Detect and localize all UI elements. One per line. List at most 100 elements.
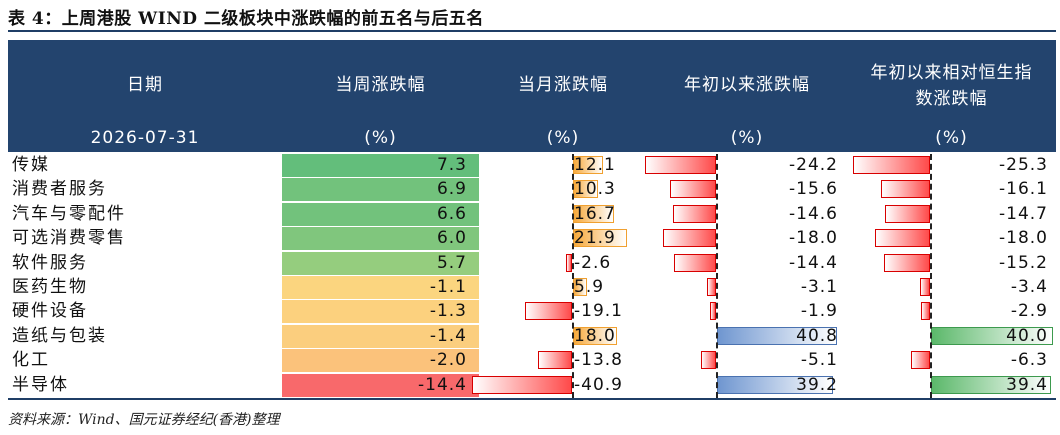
title-rule — [8, 30, 1056, 32]
header-month-unit: (%) — [546, 128, 580, 148]
week-change-value: 5.7 — [436, 252, 467, 273]
month-change-bar — [538, 351, 572, 370]
source-note: 资料来源：Wind、国元证券经纪(香港)整理 — [8, 412, 280, 428]
ytd-change-bar — [669, 180, 716, 199]
table-row: 软件服务 5.7 -2.6 -14.4 -15.2 — [8, 251, 1056, 275]
table-row: 医药生物 -1.1 5.9 -3.1 -3.4 — [8, 276, 1056, 299]
sector-name: 消费者服务 — [12, 179, 107, 200]
sector-name: 可选消费零售 — [12, 228, 126, 249]
rel-change-bar — [880, 180, 930, 199]
table-row: 汽车与零配件 6.6 16.7 -14.6 -14.7 — [8, 202, 1056, 226]
ytd-change-bar — [672, 204, 716, 223]
week-change-cell: -1.3 — [282, 300, 479, 324]
sector-name: 软件服务 — [12, 252, 88, 273]
header-date: 2026-07-31 — [90, 128, 200, 148]
rel-change-bar — [875, 229, 930, 248]
month-change-value: -40.9 — [574, 374, 623, 395]
week-change-value: -1.4 — [429, 325, 467, 346]
week-change-cell: -2.0 — [282, 349, 479, 373]
rel-change-value: -2.9 — [1010, 301, 1048, 322]
ytd-zero-axis — [716, 154, 718, 398]
table-row: 半导体 -14.4 -40.9 39.2 39.4 — [8, 373, 1056, 397]
month-change-value: 5.9 — [574, 277, 605, 297]
table-title: 表 4：上周港股 WIND 二级板块中涨跌幅的前五名与后五名 — [8, 9, 484, 29]
month-change-value: 16.7 — [574, 203, 616, 224]
week-change-cell: -14.4 — [282, 373, 479, 397]
table-header: 日期 当周涨跌幅 当月涨跌幅 年初以来涨跌幅 年初以来相对恒生指 数涨跌幅 20… — [8, 40, 1056, 152]
table-row: 消费者服务 6.9 10.3 -15.6 -16.1 — [8, 178, 1056, 202]
month-change-bar — [565, 253, 572, 272]
rel-change-bar — [921, 302, 930, 321]
rel-change-bar — [885, 204, 930, 223]
sector-name: 汽车与零配件 — [12, 203, 126, 224]
rel-change-value: -15.2 — [999, 252, 1048, 273]
week-change-value: 7.3 — [436, 155, 467, 175]
ytd-change-bar — [644, 156, 716, 174]
rel-change-value: -16.1 — [999, 179, 1048, 200]
month-zero-axis — [572, 154, 574, 398]
month-change-bar — [525, 302, 572, 321]
ytd-change-value: -14.6 — [789, 203, 838, 224]
header-rel-line1: 年初以来相对恒生指 — [870, 63, 1033, 83]
table-row: 造纸与包装 -1.4 18.0 40.8 40.0 — [8, 324, 1056, 348]
ytd-change-bar — [710, 302, 716, 321]
ytd-change-value: -14.4 — [789, 252, 838, 273]
sector-name: 硬件设备 — [12, 301, 88, 322]
week-change-value: -14.4 — [418, 374, 467, 395]
sector-name: 造纸与包装 — [12, 325, 107, 346]
week-change-cell: -1.4 — [282, 324, 479, 348]
week-change-cell: 5.7 — [282, 251, 479, 275]
rel-change-value: -3.4 — [1010, 277, 1048, 297]
month-change-value: -13.8 — [574, 350, 623, 371]
header-week-label: 当周涨跌幅 — [335, 75, 426, 95]
header-rel-label: 年初以来相对恒生指 数涨跌幅 — [847, 60, 1056, 112]
rel-change-bar — [883, 253, 930, 272]
month-change-value: 12.1 — [574, 155, 616, 175]
ytd-change-value: -24.2 — [789, 155, 838, 175]
table-row: 可选消费零售 6.0 21.9 -18.0 -18.0 — [8, 227, 1056, 251]
week-change-value: 6.0 — [436, 228, 467, 249]
rel-zero-axis — [930, 154, 932, 398]
rel-change-value: 39.4 — [1006, 374, 1048, 395]
week-change-cell: 7.3 — [282, 154, 479, 177]
rel-change-bar — [852, 156, 930, 174]
ytd-change-value: -15.6 — [789, 179, 838, 200]
rel-change-value: -25.3 — [999, 155, 1048, 175]
header-week-unit: (%) — [364, 128, 397, 148]
sector-name: 医药生物 — [12, 277, 88, 297]
week-change-cell: 6.6 — [282, 202, 479, 226]
month-change-value: 21.9 — [574, 228, 616, 249]
rel-change-value: -14.7 — [999, 203, 1048, 224]
header-rel-unit: (%) — [935, 128, 968, 148]
week-change-value: 6.9 — [436, 179, 467, 200]
week-change-value: -1.1 — [429, 277, 467, 297]
ytd-change-value: -3.1 — [800, 277, 838, 297]
rel-change-value: -18.0 — [999, 228, 1048, 249]
week-change-cell: 6.9 — [282, 178, 479, 202]
ytd-change-bar — [662, 229, 716, 248]
ytd-change-bar — [673, 253, 716, 272]
header-date-label: 日期 — [127, 75, 163, 95]
rel-change-value: -6.3 — [1010, 350, 1048, 371]
month-change-value: 10.3 — [574, 179, 616, 200]
week-change-cell: 6.0 — [282, 227, 479, 251]
week-change-value: -2.0 — [429, 350, 467, 371]
ytd-change-value: -18.0 — [789, 228, 838, 249]
week-change-cell: -1.1 — [282, 276, 479, 299]
ytd-change-value: 39.2 — [796, 374, 838, 395]
ytd-change-value: 40.8 — [796, 325, 838, 346]
week-change-value: 6.6 — [436, 203, 467, 224]
table-row: 传媒 7.3 12.1 -24.2 -25.3 — [8, 154, 1056, 177]
sector-name: 化工 — [12, 350, 50, 371]
bottom-rule — [8, 398, 1056, 400]
rel-change-bar — [919, 278, 930, 296]
ytd-change-bar — [706, 278, 716, 296]
ytd-change-value: -1.9 — [800, 301, 838, 322]
header-ytd-label: 年初以来涨跌幅 — [684, 75, 810, 95]
header-ytd-unit: (%) — [730, 128, 764, 148]
month-change-value: -19.1 — [574, 301, 623, 322]
month-change-value: -2.6 — [574, 252, 612, 273]
rel-change-value: 40.0 — [1006, 325, 1048, 346]
month-change-value: 18.0 — [574, 325, 616, 346]
rel-change-bar — [910, 351, 930, 370]
